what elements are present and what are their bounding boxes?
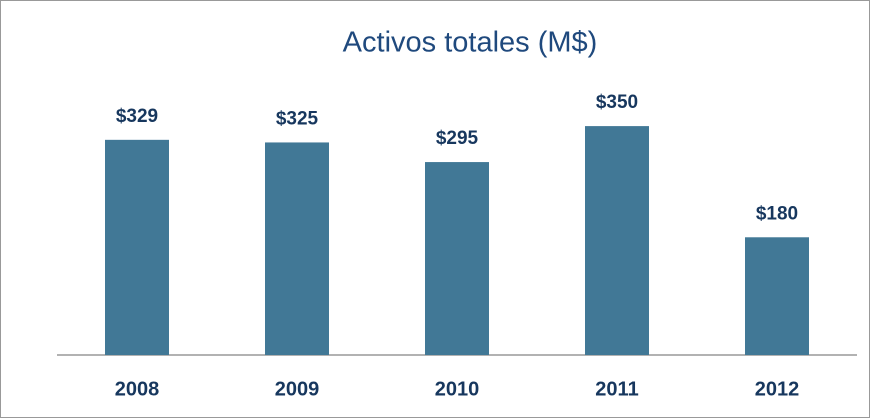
value-label: $180 xyxy=(756,203,798,224)
value-label: $295 xyxy=(436,128,479,149)
bar xyxy=(105,139,169,355)
x-tick-label: 2008 xyxy=(115,378,160,400)
chart-title: Activos totales (M$) xyxy=(343,27,598,59)
value-label: $350 xyxy=(596,92,638,113)
bar xyxy=(425,162,489,355)
x-tick-label: 2009 xyxy=(275,378,320,400)
x-tick-label: 2012 xyxy=(755,378,800,400)
bar xyxy=(265,142,329,355)
bar xyxy=(745,237,809,355)
value-label: $325 xyxy=(276,108,319,129)
bar xyxy=(585,126,649,355)
x-tick-label: 2011 xyxy=(595,378,638,400)
x-tick-label: 2010 xyxy=(435,378,480,400)
value-label: $329 xyxy=(116,106,158,127)
